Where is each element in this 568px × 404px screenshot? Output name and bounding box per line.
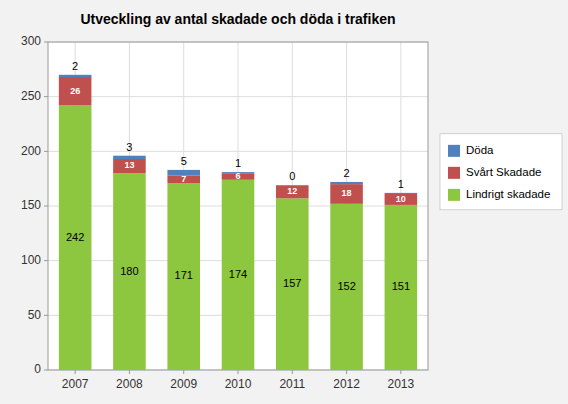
data-label: 3 [126,141,132,153]
x-tick [292,370,293,374]
x-tick-label: 2012 [333,377,360,391]
bar-segment [113,173,146,370]
data-label: 5 [181,155,187,167]
data-label: 2 [344,167,350,179]
bar-segment [113,159,146,173]
data-label: 6 [235,171,240,181]
legend-label: Svårt Skadade [466,166,541,178]
x-tick-label: 2010 [225,377,252,391]
data-label: 171 [175,269,193,281]
bar-segment [276,185,309,198]
x-tick-label: 2011 [279,377,305,391]
x-tick-label: 2013 [388,377,415,391]
legend: Döda Svårt Skadade Lindrigt skadade [440,134,562,210]
x-tick [75,370,76,374]
bar-segment [330,184,363,204]
data-label: 152 [337,280,355,292]
y-tick [44,206,48,207]
y-tick-label: 200 [21,144,41,158]
x-tick [183,370,184,374]
y-tick [44,42,48,43]
data-label: 174 [229,268,247,280]
data-label: 18 [342,188,352,198]
chart-svg: 0501001502002503002007200820092010201120… [0,0,568,404]
bar-segment [113,156,146,159]
x-tick [238,370,239,374]
y-tick-label: 300 [21,34,41,48]
x-tick-label: 2007 [62,377,89,391]
data-label: 7 [181,174,186,184]
plot-background [48,42,428,370]
x-tick [129,370,130,374]
data-label: 151 [392,280,410,292]
x-tick [346,370,347,374]
bar-segment [385,194,418,205]
y-tick-label: 50 [28,308,42,322]
data-label: 10 [396,194,406,204]
x-axis: 2007 2008 2009 2010 2011 2012 2013 [62,370,415,391]
data-label: 1 [398,178,404,190]
title: Utveckling av antal skadade och döda i t… [80,11,395,27]
y-tick [44,96,48,97]
x-tick-label: 2009 [170,377,197,391]
data-label: 0 [289,170,295,182]
y-tick [44,315,48,316]
bars [59,75,417,370]
bar-segment [59,75,92,77]
data-label: 13 [124,160,134,170]
y-tick-label: 250 [21,89,41,103]
legend-swatch [448,189,460,201]
legend-label: Lindrigt skadade [466,188,550,200]
chart-container: 0501001502002503002007200820092010201120… [0,0,568,404]
bar-segment [59,77,92,105]
bar-segment [167,183,200,370]
bar-segment [59,105,92,370]
data-label: 26 [70,86,80,96]
bar-segment [330,204,363,370]
x-tick-label: 2008 [116,377,143,391]
plot-frame [48,42,428,370]
legend-swatch [448,145,460,157]
data-labels: 2421801711741571521512613761218102351021 [66,60,410,293]
legend-label: Döda [466,144,494,156]
data-label: 157 [283,277,301,289]
y-tick-label: 0 [34,362,41,376]
y-tick-label: 150 [21,198,41,212]
grid [48,42,428,370]
y-tick [44,151,48,152]
data-label: 2 [72,60,78,72]
bar-segment [276,198,309,370]
bar-segment [330,182,363,184]
background [0,0,568,404]
legend-swatch [448,167,460,179]
data-label: 180 [120,265,138,277]
x-tick [400,370,401,374]
legend-frame [440,134,562,210]
y-tick [44,260,48,261]
y-tick-label: 100 [21,253,41,267]
y-tick [44,370,48,371]
bar-segment [385,205,418,370]
data-label: 242 [66,231,84,243]
y-axis: 0 50 100 150 200 250 300 [21,34,48,376]
data-label: 1 [235,157,241,169]
bar-segment [222,180,255,370]
data-label: 12 [287,186,297,196]
